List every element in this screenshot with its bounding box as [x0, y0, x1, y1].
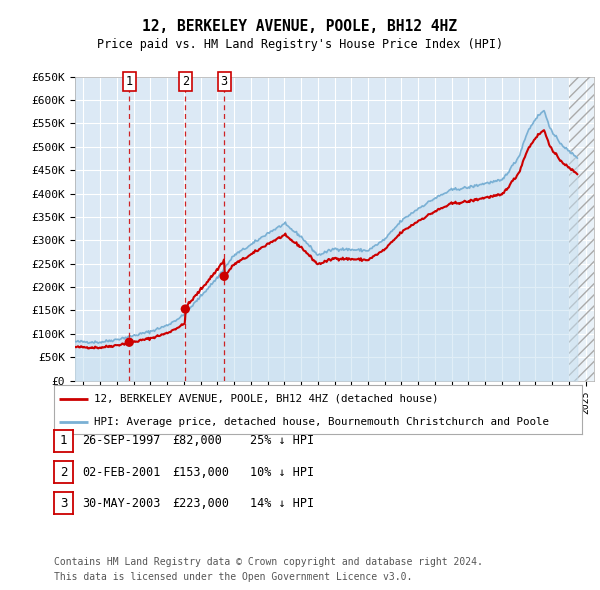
Point: [181, 304, 190, 314]
Text: 30-MAY-2003: 30-MAY-2003: [82, 497, 161, 510]
Text: 12, BERKELEY AVENUE, POOLE, BH12 4HZ (detached house): 12, BERKELEY AVENUE, POOLE, BH12 4HZ (de…: [94, 394, 438, 404]
Point: [220, 271, 229, 281]
Text: Contains HM Land Registry data © Crown copyright and database right 2024.: Contains HM Land Registry data © Crown c…: [54, 557, 483, 566]
Text: 25% ↓ HPI: 25% ↓ HPI: [250, 434, 314, 447]
Text: 02-FEB-2001: 02-FEB-2001: [82, 466, 161, 478]
Text: 2: 2: [60, 466, 67, 478]
Text: 2: 2: [182, 75, 189, 88]
Text: 1: 1: [125, 75, 133, 88]
Text: Price paid vs. HM Land Registry's House Price Index (HPI): Price paid vs. HM Land Registry's House …: [97, 38, 503, 51]
Point: [124, 337, 134, 347]
Text: 3: 3: [221, 75, 228, 88]
Text: 26-SEP-1997: 26-SEP-1997: [82, 434, 161, 447]
Text: 14% ↓ HPI: 14% ↓ HPI: [250, 497, 314, 510]
Text: £82,000: £82,000: [172, 434, 222, 447]
Text: 12, BERKELEY AVENUE, POOLE, BH12 4HZ: 12, BERKELEY AVENUE, POOLE, BH12 4HZ: [143, 19, 458, 34]
Text: 1: 1: [60, 434, 67, 447]
Text: This data is licensed under the Open Government Licence v3.0.: This data is licensed under the Open Gov…: [54, 572, 412, 582]
Text: 3: 3: [60, 497, 67, 510]
Text: HPI: Average price, detached house, Bournemouth Christchurch and Poole: HPI: Average price, detached house, Bour…: [94, 417, 548, 427]
Text: £153,000: £153,000: [172, 466, 229, 478]
Text: 10% ↓ HPI: 10% ↓ HPI: [250, 466, 314, 478]
Text: £223,000: £223,000: [172, 497, 229, 510]
